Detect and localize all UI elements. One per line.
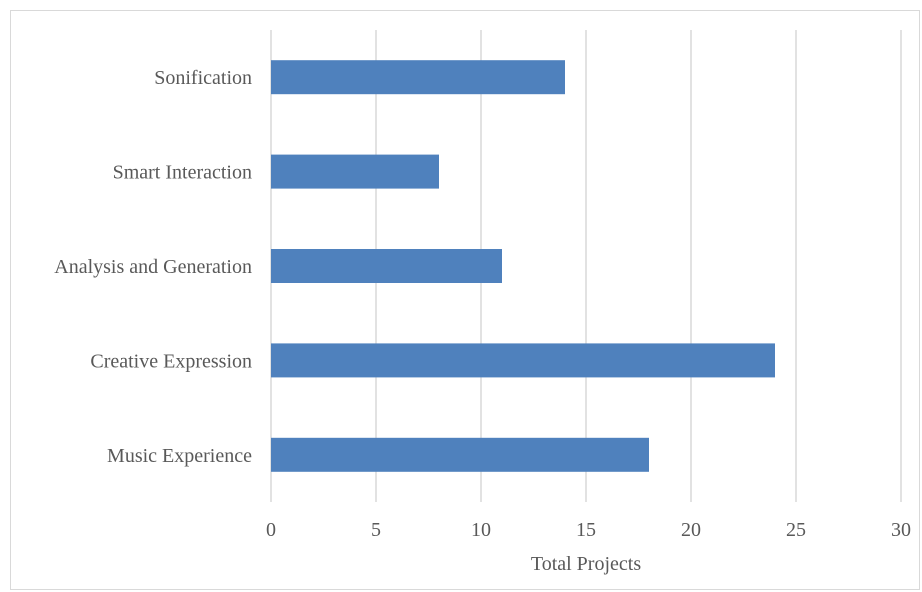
x-tick-labels: 0 5 10 15 20 25 30 <box>266 519 911 541</box>
category-label: Creative Expression <box>90 350 252 372</box>
bar-analysis-and-generation <box>271 249 502 283</box>
x-axis-title: Total Projects <box>531 553 641 575</box>
x-tick-label: 5 <box>371 519 381 541</box>
bar-creative-expression <box>271 343 775 378</box>
bar-smart-interaction <box>271 154 439 189</box>
category-label: Sonification <box>154 67 252 89</box>
gridlines <box>270 30 902 502</box>
x-tick-label: 25 <box>786 519 806 541</box>
category-label: Music Experience <box>107 445 252 467</box>
x-tick-label: 15 <box>576 519 596 541</box>
category-labels: Sonification Smart Interaction Analysis an… <box>54 67 252 467</box>
bar-music-experience <box>271 437 649 472</box>
x-tick-label: 20 <box>681 519 701 541</box>
bar-sonification <box>271 60 565 95</box>
category-label: Analysis and Generation <box>54 256 252 278</box>
x-tick-label: 10 <box>471 519 491 541</box>
x-tick-label: 0 <box>266 519 276 541</box>
x-tick-label: 30 <box>891 519 911 541</box>
chart-frame <box>10 10 920 590</box>
bars <box>271 60 775 472</box>
category-label: Smart Interaction <box>113 162 252 184</box>
